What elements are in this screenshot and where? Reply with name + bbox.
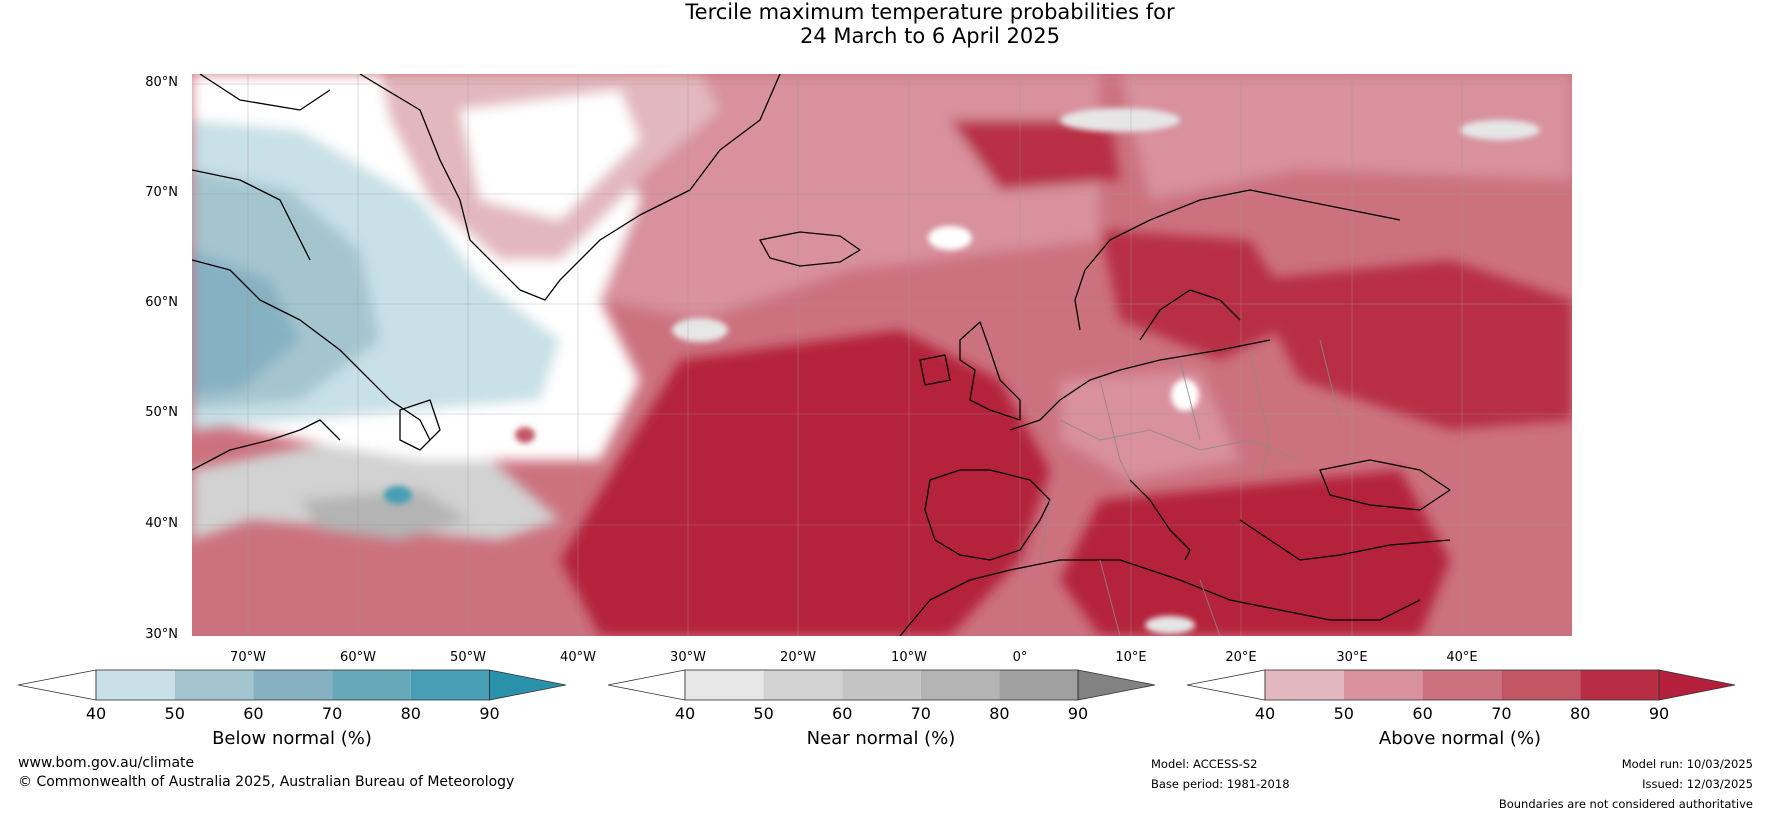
- colorbar-near-tick: 70: [910, 704, 931, 723]
- issued-text: Issued: 12/03/2025: [1642, 777, 1753, 791]
- probability-details: [384, 108, 1540, 634]
- base-period-text: Base period: 1981-2018: [1151, 777, 1290, 791]
- lat-label-30n: 30°N: [145, 627, 178, 642]
- map-title-line-1: Tercile maximum temperature probabilitie…: [685, 0, 1175, 24]
- colorbar-below-tick: 50: [164, 704, 185, 723]
- colorbar-above-tick: 60: [1412, 704, 1433, 723]
- colorbar-below-tick: 80: [400, 704, 421, 723]
- disclaimer-text: Boundaries are not considered authoritat…: [1498, 797, 1753, 811]
- colorbar-above-tick: 40: [1254, 704, 1276, 723]
- lat-label-60n: 60°N: [145, 295, 178, 310]
- colorbar-near-tick: 90: [1067, 704, 1089, 723]
- lon-label-50w: 50°W: [450, 650, 486, 665]
- lon-label-20w: 20°W: [780, 650, 816, 665]
- colorbar-near-normal: [607, 669, 1156, 701]
- colorbar-near-title: Near normal (%): [806, 728, 956, 749]
- lat-label-80n: 80°N: [145, 75, 178, 90]
- model-run-text: Model run: 10/03/2025: [1621, 757, 1753, 771]
- colorbar-below-tick: 60: [243, 704, 264, 723]
- colorbar-above-title: Above normal (%): [1378, 728, 1542, 749]
- colorbar-below-tick: 90: [479, 704, 500, 723]
- lon-label-10e: 10°E: [1115, 650, 1147, 665]
- colorbar-above-tick: 70: [1491, 704, 1512, 723]
- colorbar-near-tick: 60: [832, 704, 853, 723]
- lon-label-30e: 30°E: [1336, 650, 1368, 665]
- lon-label-70w: 70°W: [230, 650, 266, 665]
- colorbar-above-normal: [1186, 669, 1736, 701]
- model-text: Model: ACCESS-S2: [1151, 757, 1258, 771]
- lat-label-50n: 50°N: [145, 405, 178, 420]
- colorbar-below-tick: 70: [321, 704, 343, 723]
- map-title-line-2: 24 March to 6 April 2025: [800, 24, 1060, 48]
- coastlines: [192, 74, 1451, 636]
- lon-label-60w: 60°W: [340, 650, 376, 665]
- lon-label-10w: 10°W: [891, 650, 927, 665]
- colorbar-above-tick: 50: [1333, 704, 1354, 723]
- lon-label-30w: 30°W: [670, 650, 706, 665]
- lon-label-40w: 40°W: [560, 650, 596, 665]
- website-link[interactable]: www.bom.gov.au/climate: [18, 755, 195, 771]
- copyright-text: © Commonwealth of Australia 2025, Austra…: [18, 774, 515, 790]
- graticule: [192, 74, 1572, 636]
- lon-label-0: 0°: [1012, 650, 1028, 665]
- map-title: Tercile maximum temperature probabilitie…: [0, 0, 1770, 48]
- lat-label-70n: 70°N: [145, 185, 178, 200]
- lon-label-20e: 20°E: [1225, 650, 1257, 665]
- probability-map: [192, 74, 1572, 636]
- colorbar-below-tick: 40: [85, 704, 107, 723]
- lon-label-40e: 40°E: [1446, 650, 1478, 665]
- colorbar-near-tick: 40: [674, 704, 696, 723]
- country-borders: [1039, 339, 1341, 636]
- colorbar-near-tick: 80: [989, 704, 1010, 723]
- colorbar-above-tick: 80: [1570, 704, 1591, 723]
- colorbar-below-title: Below normal (%): [212, 728, 372, 749]
- colorbar-below-normal: [17, 669, 567, 701]
- colorbar-near-tick: 50: [753, 704, 774, 723]
- lat-label-40n: 40°N: [145, 516, 178, 531]
- colorbar-above-tick: 90: [1648, 704, 1670, 723]
